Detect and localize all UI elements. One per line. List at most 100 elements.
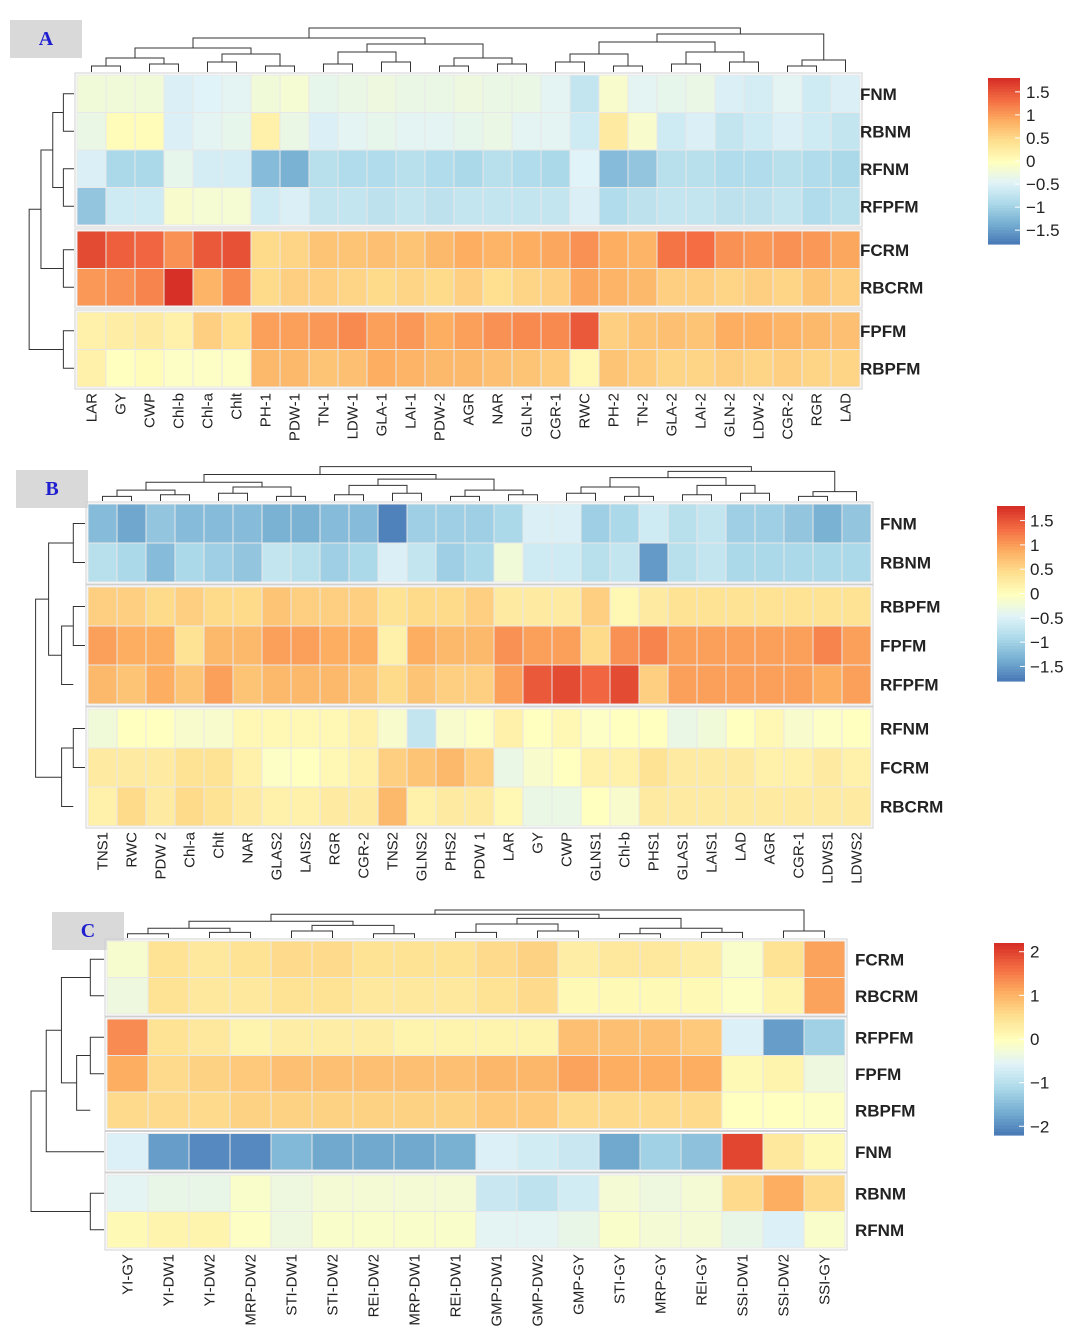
heatmap-cell — [366, 230, 397, 269]
heatmap-cell — [87, 625, 118, 666]
legend-swatch — [997, 581, 1025, 586]
heatmap-cell — [511, 112, 542, 151]
heatmap-cell — [714, 187, 745, 226]
heatmap-cell — [377, 747, 408, 788]
heatmap-cell — [493, 586, 524, 627]
heatmap-cell — [841, 625, 872, 666]
heatmap-cell — [319, 664, 350, 705]
legend-swatch — [994, 1080, 1024, 1085]
row-label: RFNM — [860, 160, 909, 179]
heatmap-cell — [841, 586, 872, 627]
legend-tick-label: 2 — [1030, 943, 1039, 962]
legend-swatch — [988, 111, 1020, 115]
heatmap-cell — [174, 786, 205, 827]
legend-swatch — [997, 628, 1025, 633]
heatmap-cell — [609, 708, 640, 749]
heatmap-cell — [812, 664, 843, 705]
legend-tick-label: 1.5 — [1030, 512, 1054, 531]
heatmap-cell — [743, 230, 774, 269]
heatmap-cell — [348, 786, 379, 827]
heatmap-cell — [174, 586, 205, 627]
column-label: YI-GY — [120, 1254, 137, 1295]
column-label: Chlt — [211, 831, 228, 859]
heatmap-cell — [311, 1055, 354, 1093]
heatmap-cell — [188, 1055, 231, 1093]
heatmap-cell — [435, 747, 466, 788]
heatmap-cell — [352, 1055, 395, 1093]
row-group-frame — [104, 1131, 848, 1173]
heatmap-cell — [366, 268, 397, 307]
heatmap-cell — [627, 268, 658, 307]
heatmap-cell — [516, 1018, 559, 1056]
heatmap-cell — [743, 74, 774, 113]
heatmap-cell — [812, 625, 843, 666]
heatmap-cell — [76, 268, 107, 307]
heatmap-cell — [714, 149, 745, 188]
legend-swatch — [994, 946, 1024, 950]
heatmap-cell — [783, 586, 814, 627]
heatmap-cell — [348, 542, 379, 583]
legend-swatch — [997, 538, 1025, 542]
legend-swatch — [988, 133, 1020, 137]
legend-swatch — [994, 1067, 1024, 1072]
heatmap-cell — [803, 1174, 846, 1212]
legend-swatch — [997, 555, 1025, 560]
legend-swatch — [997, 619, 1025, 624]
heatmap-cell — [803, 1055, 846, 1093]
legend-swatch — [994, 943, 1024, 947]
heatmap-cell — [221, 311, 252, 350]
heatmap-cell — [680, 1174, 723, 1212]
legend-swatch — [994, 1016, 1024, 1021]
column-label: GLN-1 — [519, 393, 536, 437]
heatmap-cell — [680, 1055, 723, 1093]
legend-swatch — [997, 511, 1025, 516]
heatmap-cell — [290, 786, 321, 827]
legend-swatch — [988, 227, 1020, 231]
heatmap-cell — [743, 311, 774, 350]
heatmap-cell — [725, 664, 756, 705]
legend-swatch — [997, 602, 1025, 606]
heatmap-cell — [482, 349, 513, 388]
heatmap-cell — [522, 503, 553, 544]
column-label: TN-1 — [316, 393, 333, 426]
heatmap-cell — [638, 708, 669, 749]
heatmap-cell — [511, 349, 542, 388]
heatmap-cell — [106, 1211, 149, 1249]
heatmap-cell — [163, 349, 194, 388]
heatmap-cell — [743, 187, 774, 226]
heatmap-cell — [772, 349, 803, 388]
heatmap-cell — [395, 268, 426, 307]
heatmap-cell — [743, 149, 774, 188]
legend-swatch — [994, 1026, 1024, 1030]
heatmap-cell — [639, 1174, 682, 1212]
heatmap-cell — [311, 1091, 354, 1129]
heatmap-cell — [395, 149, 426, 188]
legend-swatch — [994, 1007, 1024, 1011]
heatmap-cell — [311, 1211, 354, 1249]
heatmap-cell — [680, 977, 723, 1015]
legend-swatch — [997, 570, 1025, 574]
heatmap-cell — [598, 1133, 641, 1171]
column-label: GY — [530, 832, 547, 854]
heatmap-cell — [319, 542, 350, 583]
heatmap-cell — [406, 708, 437, 749]
heatmap-cell — [609, 747, 640, 788]
heatmap-cell — [337, 230, 368, 269]
row-group-frame — [104, 1172, 848, 1251]
heatmap-cell — [434, 1133, 477, 1171]
legend-swatch — [988, 180, 1020, 184]
heatmap-cell — [337, 149, 368, 188]
legend-swatch — [988, 219, 1020, 223]
column-label: Chl-b — [171, 393, 188, 429]
heatmap-cell — [424, 268, 455, 307]
heatmap-cell — [147, 1055, 190, 1093]
heatmap-cell — [493, 664, 524, 705]
heatmap-cell — [638, 747, 669, 788]
row-label: FCRM — [855, 950, 904, 969]
heatmap-cell — [627, 112, 658, 151]
legend-tick-label: 0 — [1026, 152, 1035, 171]
heatmap-cell — [801, 149, 832, 188]
heatmap-cell — [667, 664, 698, 705]
heatmap-cell — [803, 977, 846, 1015]
heatmap-cell — [232, 664, 263, 705]
